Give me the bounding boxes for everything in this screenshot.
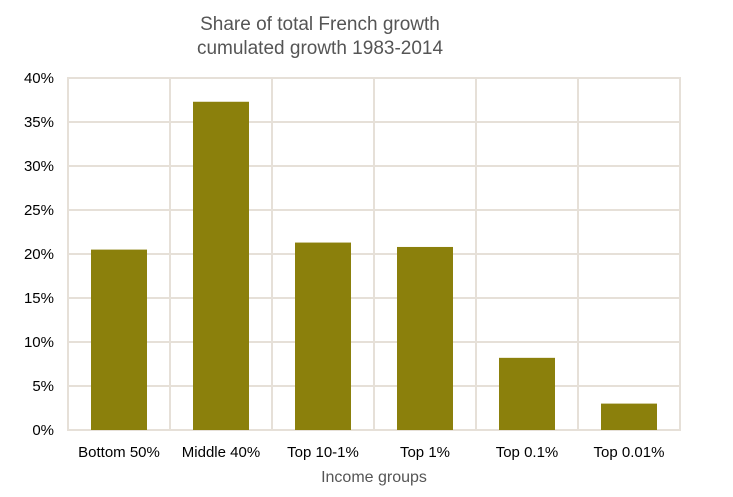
- bar: [295, 242, 351, 430]
- x-axis: Bottom 50% Middle 40% Top 10-1% Top 1% Top 0…: [78, 444, 664, 461]
- y-tick-label: 0%: [32, 422, 54, 439]
- x-tick-label: Top 0.01%: [594, 444, 665, 461]
- bar: [601, 403, 657, 430]
- x-tick-label: Top 10-1%: [287, 444, 359, 461]
- x-tick-label: Top 1%: [400, 444, 450, 461]
- y-tick-label: 15%: [24, 290, 54, 307]
- grid: [67, 77, 681, 431]
- chart-subtitle: cumulated growth 1983-2014: [197, 38, 444, 59]
- y-tick-label: 5%: [32, 378, 54, 395]
- y-tick-label: 30%: [24, 158, 54, 175]
- bars: [91, 101, 657, 430]
- y-axis: 0% 5% 10% 15% 20% 25% 30% 35% 40%: [24, 70, 54, 439]
- y-tick-label: 20%: [24, 246, 54, 263]
- y-tick-label: 25%: [24, 202, 54, 219]
- y-tick-label: 40%: [24, 70, 54, 87]
- x-tick-label: Top 0.1%: [496, 444, 559, 461]
- bar: [91, 249, 147, 430]
- bar: [397, 246, 453, 430]
- x-tick-label: Bottom 50%: [78, 444, 160, 461]
- x-tick-label: Middle 40%: [182, 444, 260, 461]
- x-axis-label: Income groups: [321, 469, 427, 486]
- bar: [193, 101, 249, 430]
- y-tick-label: 35%: [24, 114, 54, 131]
- chart-title: Share of total French growth: [200, 14, 440, 35]
- bar: [499, 357, 555, 430]
- y-tick-label: 10%: [24, 334, 54, 351]
- plot-border: [67, 77, 681, 431]
